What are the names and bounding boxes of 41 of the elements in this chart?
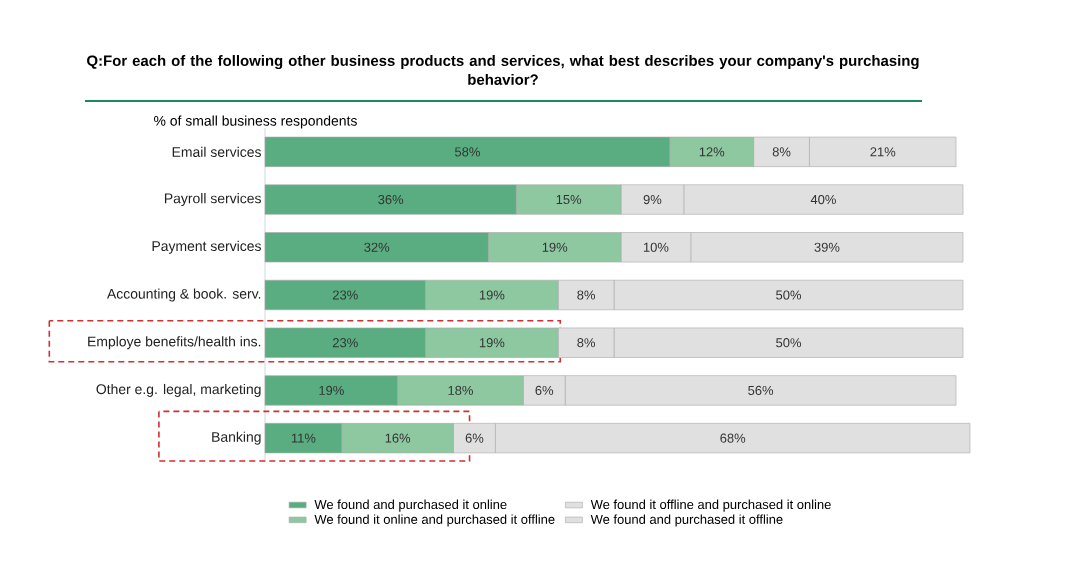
data-label: 18% [448,385,473,395]
data-label: 19% [542,242,568,252]
data-label: 50% [776,338,802,348]
data-label: 23% [332,338,358,348]
data-label: 8% [577,290,595,300]
y-tick-label: Accounting & book. serv. [106,288,261,302]
data-label: 11% [291,433,316,443]
data-label: 15% [556,195,582,205]
y-tick-label: Payment services [152,240,261,254]
y-tick-label: Payroll services [164,193,261,207]
legend-label: We found it online and purchased it offline [314,514,555,527]
data-label: 19% [479,338,505,348]
data-label: 8% [772,147,791,157]
chart-title: Q:For each of the following other business products and services, what best describes your company's purchasing behavior? [87,55,919,85]
data-label: 56% [748,385,774,395]
data-label: 6% [535,385,554,395]
data-label: 21% [870,147,896,157]
y-tick-label: Other e.g. legal, marketing [96,383,261,397]
data-label: 39% [814,242,840,252]
data-label: 68% [720,433,746,443]
y-tick-label: Banking [212,431,261,445]
legend-label: We found and purchased it offline [590,514,783,527]
data-label: 6% [465,433,484,443]
legend-label: We found and purchased it online [314,499,507,512]
y-tick-label: Employe benefits/health ins. [88,336,261,350]
data-label: 58% [454,147,480,157]
data-label: 19% [319,385,344,395]
data-label: 10% [643,242,669,252]
data-label: 16% [385,433,411,443]
data-label: 36% [378,194,404,205]
data-label: 40% [810,194,836,205]
y-tick-label: Email services [172,146,261,157]
data-label: 23% [332,290,358,300]
data-label: 19% [479,290,505,300]
legend-label: We found it offline and purchased it online [590,499,831,512]
data-label: 32% [364,242,390,252]
data-label: 9% [643,194,662,205]
data-label: 12% [699,147,725,157]
data-label: 50% [776,290,802,300]
data-label: 8% [577,338,595,348]
chart-subtitle: % of small business respondents [154,115,357,129]
